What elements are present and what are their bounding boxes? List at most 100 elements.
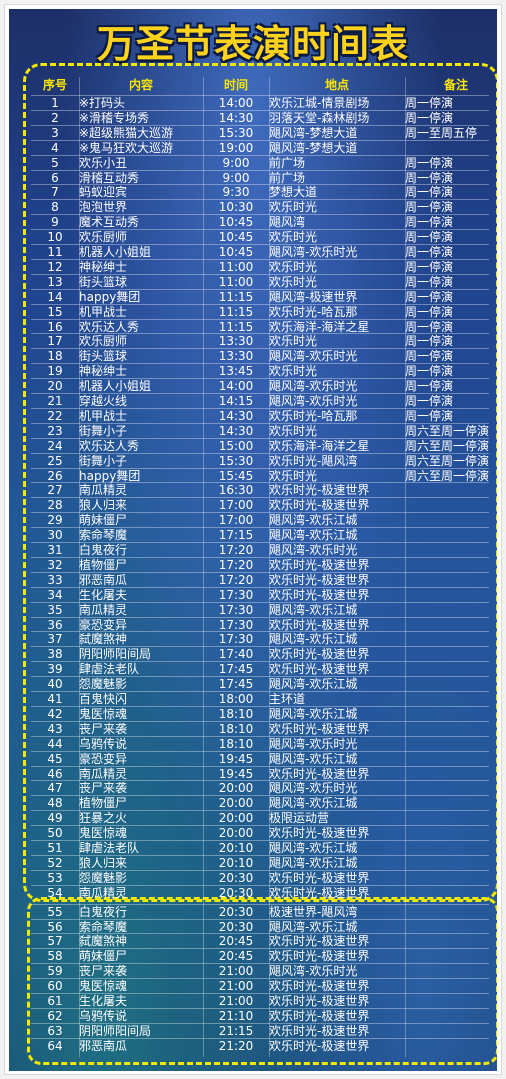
header-time: 时间	[223, 78, 248, 92]
cell-location: 飓风湾-欢乐江城	[269, 841, 358, 855]
cell-content: 机器人小姐姐	[79, 379, 152, 394]
cell-content: 萌妹僵尸	[79, 513, 128, 528]
cell-time: 9:00	[222, 155, 250, 170]
cell-content: 狂暴之火	[79, 811, 128, 826]
cell-location: 飓风湾-欢乐江城	[269, 677, 358, 692]
header-content: 内容	[128, 78, 153, 92]
cell-content: 机甲战士	[79, 304, 128, 319]
cell-location: 飓风湾-欢乐时光	[269, 964, 358, 979]
cell-remark: 周一停演	[405, 394, 454, 408]
cell-content: happy舞团	[79, 289, 141, 304]
row-divider	[31, 948, 489, 950]
cell-remark: 周一至周五停	[405, 125, 478, 140]
cell-content: 滑稽互动秀	[79, 170, 140, 185]
cell-location: 欢乐时光	[269, 468, 318, 483]
row-divider	[31, 601, 489, 603]
cell-time: 14:30	[218, 110, 254, 125]
cell-index: 16	[47, 319, 63, 334]
cell-content: 弑魔煞神	[79, 632, 128, 647]
row-divider	[31, 467, 489, 469]
row-divider	[31, 810, 489, 812]
cell-index: 9	[51, 215, 59, 230]
cell-content: 萌妹僵尸	[79, 949, 128, 964]
table-row: 64 邪恶南瓜 21:20 欢乐时光-极速世界	[31, 1039, 497, 1053]
table-row: 2 ※滑稽专场秀 14:30 羽落天堂-森林剧场 周一停演	[31, 111, 497, 125]
cell-location: 飓风湾-欢乐时光	[269, 736, 358, 751]
cell-index: 26	[47, 468, 63, 483]
cell-time: 17:30	[218, 587, 254, 602]
table-row: 41 百鬼快闪 18:00 主环道	[31, 692, 497, 706]
cell-time: 17:45	[218, 662, 254, 677]
row-divider	[31, 631, 489, 633]
cell-content: 白鬼夜行	[79, 543, 128, 557]
cell-location: 飓风湾-梦想大道	[269, 125, 358, 140]
row-divider	[31, 705, 489, 707]
cell-index: 8	[51, 200, 59, 215]
cell-location: 欢乐海洋-海洋之星	[269, 319, 370, 334]
cell-index: 55	[47, 904, 63, 919]
cell-index: 20	[47, 379, 63, 394]
cell-location: 欢乐时光-极速世界	[269, 647, 370, 662]
row-divider	[31, 348, 489, 350]
cell-remark: 周一停演	[405, 334, 454, 349]
cell-content: 机甲战士	[79, 408, 128, 423]
row-divider	[31, 780, 489, 782]
table-row: 11 机器人小姐姐 10:45 飓风湾-欢乐时光 周一停演	[31, 245, 497, 259]
cell-index: 12	[47, 259, 63, 274]
cell-remark: 周一停演	[405, 185, 454, 200]
row-divider	[31, 1037, 489, 1039]
table-row: 62 乌鸦传说 21:10 欢乐时光-极速世界	[31, 1009, 497, 1023]
cell-index: 37	[47, 632, 63, 647]
cell-index: 14	[47, 289, 63, 304]
row-divider	[31, 869, 489, 871]
row-divider	[31, 393, 489, 394]
cell-time: 20:00	[218, 826, 254, 841]
cell-time: 21:00	[218, 994, 254, 1008]
cell-content: 街舞小子	[79, 423, 128, 438]
cell-time: 17:00	[218, 498, 254, 513]
cell-location: 欢乐时光-极速世界	[269, 721, 370, 736]
cell-location: 欢乐时光-极速世界	[269, 826, 370, 841]
cell-location: 飓风湾-欢乐江城	[269, 528, 358, 543]
cell-index: 11	[47, 245, 63, 259]
table-row: 10 欢乐厨师 10:45 欢乐时光 周一停演	[31, 230, 497, 244]
table-row: 25 街舞小子 15:30 欢乐时光-飓风湾 周六至周一停演	[31, 454, 497, 468]
row-divider	[31, 437, 489, 439]
cell-time: 15:30	[218, 453, 254, 468]
cell-index: 23	[47, 423, 63, 438]
cell-location: 欢乐时光-哈瓦那	[269, 304, 358, 319]
cell-content: ※鬼马狂欢大巡游	[79, 140, 174, 155]
row-divider	[31, 616, 489, 618]
cell-location: 飓风湾-欢乐江城	[269, 855, 358, 870]
column-divider	[203, 77, 204, 1057]
cell-time: 18:10	[218, 721, 254, 736]
table-row: 38 阴阳师阳间局 17:40 欢乐时光-极速世界	[31, 647, 497, 661]
cell-index: 32	[47, 557, 63, 572]
table-row: 39 肆虐法老队 17:45 欢乐时光-极速世界	[31, 662, 497, 676]
cell-time: 9:00	[222, 170, 250, 185]
table-row: 37 弑魔煞神 17:30 飓风湾-欢乐江城	[31, 632, 497, 646]
table-row: 34 生化屠夫 17:30 欢乐时光-极速世界	[31, 588, 497, 602]
cell-content: 鬼医惊魂	[79, 979, 128, 994]
cell-location: 欢乐时光	[269, 423, 318, 438]
cell-remark: 周一停演	[405, 289, 454, 304]
cell-time: 18:10	[218, 706, 254, 721]
cell-index: 5	[51, 155, 59, 170]
cell-location: 飓风湾-欢乐江城	[269, 513, 358, 528]
cell-index: 30	[47, 528, 63, 543]
cell-location: 飓风湾-欢乐江城	[269, 919, 358, 934]
table-row: 27 南瓜精灵 16:30 欢乐时光-极速世界	[31, 483, 497, 497]
table-row: 56 索命琴魔 20:30 飓风湾-欢乐江城	[31, 920, 497, 934]
cell-time: 21:10	[218, 1008, 254, 1023]
row-divider	[31, 676, 489, 678]
row-divider	[31, 918, 489, 920]
cell-index: 2	[51, 110, 59, 125]
table-row: 4 ※鬼马狂欢大巡游 19:00 飓风湾-梦想大道	[31, 141, 497, 155]
cell-content: 南瓜精灵	[79, 766, 128, 781]
cell-content: 狼人归来	[79, 855, 128, 870]
cell-content: 街舞小子	[79, 453, 128, 468]
cell-remark: 周一停演	[405, 364, 454, 379]
table-row: 19 神秘绅士 13:45 欢乐时光 周一停演	[31, 364, 497, 378]
cell-index: 60	[47, 979, 63, 994]
cell-index: 47	[47, 781, 63, 796]
